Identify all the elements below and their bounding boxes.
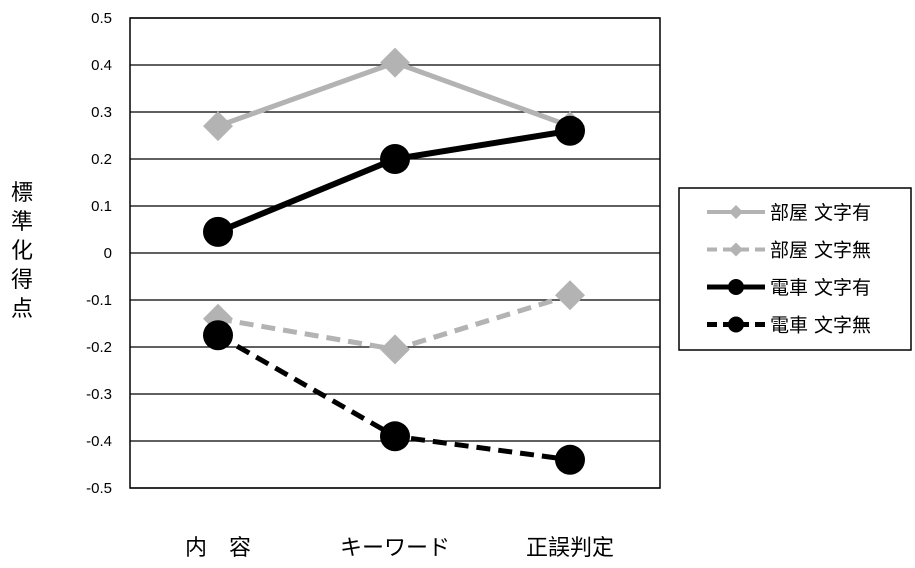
- legend-marker-swatch: [729, 205, 743, 219]
- legend-item: 電車 文字無: [707, 315, 871, 337]
- legend-label: 電車 文字有: [770, 277, 871, 299]
- legend-marker-swatch: [728, 316, 744, 333]
- y-tick-label: 0.1: [91, 198, 112, 215]
- data-point-marker: [203, 111, 233, 142]
- y-tick-label: -0.3: [86, 386, 112, 403]
- series-3: [203, 115, 585, 247]
- y-tick-label: 0.5: [91, 10, 112, 27]
- y-tick-label: -0.5: [86, 480, 112, 497]
- legend-box: [678, 187, 912, 351]
- legend-item: 電車 文字有: [707, 277, 871, 299]
- plot-area-frame: [129, 17, 661, 489]
- legend-label: 部屋 文字有: [770, 202, 871, 224]
- y-tick-label: 0.3: [91, 104, 112, 121]
- legend-item: 部屋 文字有: [707, 202, 871, 224]
- y-tick-label: 0.4: [91, 57, 112, 74]
- x-category-label: 内 容: [185, 536, 251, 561]
- x-category-label: 正誤判定: [526, 536, 614, 561]
- data-point-marker: [555, 444, 585, 475]
- data-point-marker: [555, 280, 585, 311]
- series-2: [203, 280, 585, 365]
- data-point-marker: [555, 115, 585, 146]
- y-tick-label: 0: [104, 245, 112, 262]
- x-category-label: キーワード: [340, 536, 450, 561]
- legend-marker-swatch: [728, 279, 744, 295]
- series-1: [203, 47, 585, 142]
- series-group: [203, 47, 585, 475]
- data-point-marker: [203, 320, 233, 351]
- series-4: [203, 320, 585, 475]
- gridlines: [130, 17, 660, 489]
- data-point-marker: [380, 421, 410, 452]
- data-point-marker: [380, 47, 410, 78]
- x-axis-category-labels: 内 容 キーワード 正誤判定: [185, 536, 614, 561]
- y-tick-label: -0.1: [86, 292, 112, 309]
- y-axis-tick-labels: 0.5 0.4 0.3 0.2 0.1 0 -0.1 -0.2 -0.3 -0.4 -0.5: [86, 10, 112, 497]
- legend-label: 部屋 文字無: [770, 240, 871, 262]
- data-point-marker: [380, 144, 410, 174]
- y-axis-label: 標準化得点: [11, 181, 33, 322]
- legend-label: 電車 文字無: [770, 315, 871, 337]
- y-tick-label: -0.2: [86, 339, 112, 356]
- y-tick-label: 0.2: [91, 151, 112, 168]
- data-point-marker: [203, 216, 233, 247]
- legend-marker-swatch: [729, 242, 743, 257]
- data-point-marker: [380, 334, 410, 365]
- legend-item: 部屋 文字無: [707, 240, 871, 262]
- y-tick-label: -0.4: [86, 433, 112, 450]
